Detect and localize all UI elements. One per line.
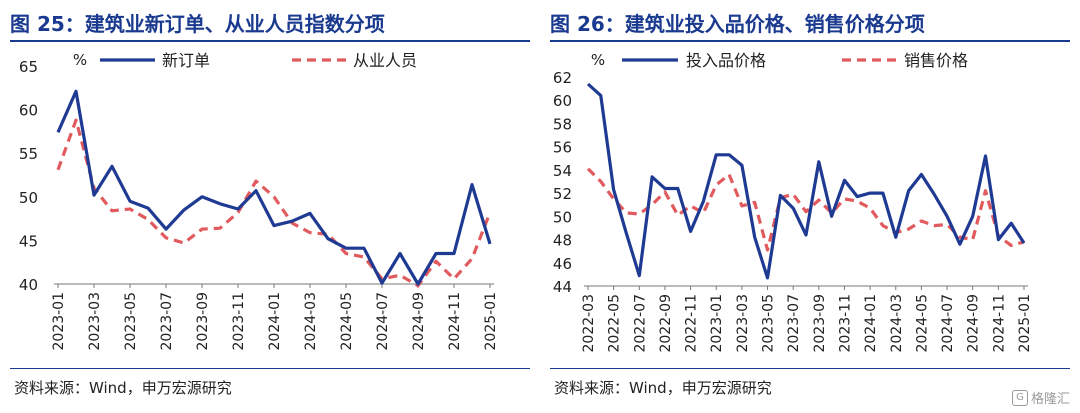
x-tick-label: 2024-01 [863,294,879,353]
x-tick-label: 2022-05 [607,294,623,353]
x-tick-label: 2025-01 [1017,294,1033,353]
x-tick-label: 2024-03 [889,294,905,353]
x-tick-label: 2023-01 [51,292,67,351]
y-tick-label: 46 [553,255,572,273]
unit-label: % [591,51,605,69]
y-tick-label: 45 [19,232,38,250]
legend-label: 从业人员 [353,51,417,70]
x-tick-label: 2024-09 [966,294,982,353]
watermark-logo-icon: G [1011,389,1028,406]
x-tick-label: 2023-07 [786,294,802,353]
y-tick-label: 60 [19,102,38,120]
x-tick-label: 2023-09 [812,294,828,353]
title-divider [10,40,530,42]
x-tick-label: 2023-11 [837,294,853,353]
chart-figure-left: 40 45 50 55 60 65 % 2023-01 2023-03 2023-05 2023-0… [19,51,499,351]
chart-figure-right: 44 46 48 50 52 54 56 58 60 62% 2022-03 2022-05 2022-… [553,51,1033,353]
y-tick-label: 40 [19,276,38,294]
x-tick-label: 2022-11 [684,294,700,353]
x-tick-label: 2022-09 [658,294,674,353]
x-tick-label: 2022-03 [581,294,597,353]
chart-title: 图 25：建筑业新订单、从业人员指数分项 [10,12,385,36]
x-tick-label: 2024-05 [339,292,355,351]
source-note: 资料来源：Wind，申万宏源研究 [14,379,232,397]
x-tick-label: 2025-01 [483,292,499,351]
x-tick-label: 2023-01 [709,294,725,353]
x-tick-label: 2024-11 [991,294,1007,353]
y-tick-label: 62 [553,69,572,87]
source-divider [550,368,1070,369]
x-tick-label: 2024-01 [267,292,283,351]
y-tick-label: 44 [553,278,572,296]
source-divider [10,368,530,369]
x-tick-label: 2024-07 [940,294,956,353]
title-divider [550,40,1070,42]
source-note: 资料来源：Wind，申万宏源研究 [554,379,772,397]
series-line-solid [56,89,492,286]
legend-label: 投入品价格 [686,51,766,70]
x-tick-label: 2023-05 [123,292,139,351]
chart-title: 图 26：建筑业投入品价格、销售价格分项 [550,12,925,36]
x-tick-label: 2024-03 [303,292,319,351]
legend-label: 销售价格 [904,51,968,70]
series-line-solid [586,82,1026,280]
y-tick-label: 54 [553,162,572,180]
chart-panel-left: 图 25：建筑业新订单、从业人员指数分项 40 45 50 55 60 65% 2023-0… [10,12,530,397]
y-tick-label: 60 [553,92,572,110]
x-tick-label: 2024-05 [914,294,930,353]
x-tick-label: 2023-03 [735,294,751,353]
y-tick-label: 48 [553,232,572,250]
x-tick-label: 2023-07 [159,292,175,351]
x-tick-label: 2023-09 [195,292,211,351]
unit-label: % [73,51,87,69]
series-line-dashed [56,118,492,288]
x-tick-label: 2023-11 [231,292,247,351]
watermark: G 格隆汇 [1011,388,1070,407]
watermark-text: 格隆汇 [1030,392,1070,407]
y-tick-label: 65 [19,58,38,76]
x-tick-label: 2024-09 [411,292,427,351]
x-tick-label: 2024-07 [375,292,391,351]
x-tick-label: 2022-07 [632,294,648,353]
y-tick-label: 58 [553,115,572,133]
y-tick-label: 50 [553,208,572,226]
y-tick-label: 56 [553,139,572,157]
y-tick-label: 50 [19,189,38,207]
y-tick-label: 52 [553,185,572,203]
x-tick-label: 2023-03 [87,292,103,351]
chart-panel-right: 图 26：建筑业投入品价格、销售价格分项 44 46 48 50 52 54 56 58 60 6… [540,0,1080,413]
y-tick-label: 55 [19,145,38,163]
x-tick-label: 2024-11 [447,292,463,351]
legend-label: 新订单 [162,51,210,70]
x-tick-label: 2023-05 [761,294,777,353]
